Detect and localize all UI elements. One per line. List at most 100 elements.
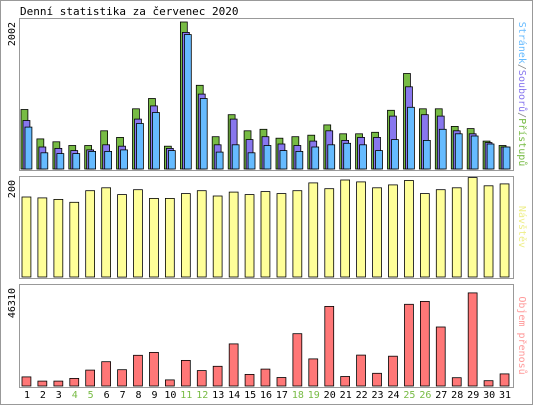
x-label-day-7: 7: [120, 390, 126, 401]
y-max-label: 46310: [7, 288, 18, 318]
bar-day-17: [276, 377, 287, 387]
bar-stránek-day-14: [231, 144, 240, 170]
bar-day-22: [356, 354, 366, 387]
bar-stránek-day-7: [120, 149, 128, 170]
bar-day-8: [133, 189, 143, 278]
panels: 2002 Stránek/Souborů/Přístupů 200 Návštěv 46…: [7, 18, 528, 388]
bar-day-1: [21, 196, 32, 278]
bar-stránek-day-31: [502, 146, 511, 170]
panel-frame: [19, 176, 514, 279]
bar-day-14: [228, 343, 239, 387]
bar-day-15: [244, 373, 255, 387]
bar-day-20: [324, 188, 335, 278]
bar-day-5: [85, 190, 95, 278]
bar-stránek-day-13: [215, 151, 224, 170]
x-label-day-11: 11: [180, 390, 192, 401]
bar-day-31: [499, 373, 510, 387]
panel-3: 46310 Objem přenosů: [7, 284, 528, 388]
bar-day-23: [372, 187, 382, 278]
legend: Objem přenosů: [516, 296, 528, 374]
bar-stránek-day-30: [486, 143, 495, 170]
bar-day-12: [196, 370, 207, 387]
bar-stránek-day-12: [199, 98, 208, 170]
bar-stránek-day-5: [88, 150, 96, 170]
x-label-day-15: 15: [244, 390, 256, 401]
bar-day-7: [117, 194, 127, 278]
bar-day-8: [133, 354, 143, 387]
bar-day-25: [404, 180, 414, 278]
bar-day-24: [388, 355, 398, 387]
x-label-day-21: 21: [340, 390, 352, 401]
bar-day-19: [308, 358, 319, 387]
bar-day-9: [149, 351, 159, 387]
bar-day-26: [419, 193, 430, 278]
legend: Návštěv: [516, 206, 528, 248]
bar-day-2: [37, 197, 48, 278]
x-label-day-2: 2: [40, 390, 46, 401]
panel-2: 200 Návštěv: [7, 176, 528, 279]
bar-day-13: [212, 365, 223, 387]
bar-day-12: [196, 190, 207, 278]
panel-1: 2002 Stránek/Souborů/Přístupů: [7, 18, 528, 171]
bar-stránek-day-16: [263, 145, 272, 170]
x-label-day-3: 3: [56, 390, 62, 401]
bar-stránek-day-4: [72, 153, 81, 170]
bar-stránek-day-21: [343, 142, 352, 170]
bar-day-30: [483, 185, 494, 278]
bar-stránek-day-18: [295, 150, 304, 170]
bar-day-11: [180, 193, 191, 278]
x-label-day-30: 30: [483, 390, 495, 401]
bar-day-27: [435, 189, 446, 278]
x-label-day-13: 13: [212, 390, 224, 401]
bar-day-5: [85, 369, 95, 387]
bar-stránek-day-2: [40, 152, 49, 170]
legend-entry: Návštěv: [516, 206, 528, 248]
legend: Stránek/Souborů/Přístupů: [516, 22, 528, 167]
x-label-day-20: 20: [324, 390, 336, 401]
x-label-day-31: 31: [499, 390, 511, 401]
bar-day-6: [101, 187, 111, 278]
bar-stránek-day-19: [311, 146, 320, 170]
x-label-day-5: 5: [88, 390, 94, 401]
bar-day-3: [53, 198, 64, 278]
chart-title: Denní statistika za červenec 2020: [20, 5, 239, 18]
x-label-day-29: 29: [467, 390, 479, 401]
bar-day-7: [117, 369, 127, 387]
bar-day-20: [324, 305, 335, 387]
bar-day-29: [467, 292, 478, 387]
bar-day-2: [37, 380, 48, 387]
bar-day-27: [435, 326, 446, 387]
y-max-label: 2002: [7, 22, 18, 46]
bar-day-10: [164, 197, 175, 278]
bar-day-25: [404, 303, 414, 387]
bar-day-16: [260, 368, 271, 387]
x-label-day-22: 22: [356, 390, 368, 401]
legend-entry: /: [516, 112, 527, 118]
legend-entry: Souborů: [516, 70, 528, 112]
x-label-day-18: 18: [292, 390, 304, 401]
x-axis-labels: 1 2 3 4 5 6 7 8 9 10 11 12 13 14 15 16 17 18 19 20 21 22 23 24 2…: [24, 390, 511, 401]
bar-stránek-day-1: [24, 126, 33, 170]
bar-day-9: [149, 197, 159, 278]
legend-entry: /: [516, 64, 527, 70]
bar-day-4: [69, 201, 80, 278]
y-max-label: 200: [7, 180, 18, 198]
bar-day-13: [212, 195, 223, 278]
bar-stránek-day-8: [136, 123, 144, 170]
bar-day-28: [451, 187, 462, 278]
legend-entry: Stránek: [516, 22, 528, 64]
x-label-day-10: 10: [164, 390, 176, 401]
x-label-day-4: 4: [72, 390, 78, 401]
bar-stránek-day-22: [359, 144, 367, 170]
bar-day-23: [372, 372, 382, 387]
bar-day-21: [340, 179, 351, 278]
x-label-day-23: 23: [371, 390, 383, 401]
bar-day-29: [467, 177, 478, 278]
bar-stránek-day-3: [56, 153, 65, 170]
x-label-day-8: 8: [135, 390, 141, 401]
bar-day-11: [180, 359, 191, 387]
bar-stránek-day-20: [327, 144, 336, 170]
x-label-day-12: 12: [196, 390, 208, 401]
bar-stránek-day-23: [375, 150, 383, 170]
